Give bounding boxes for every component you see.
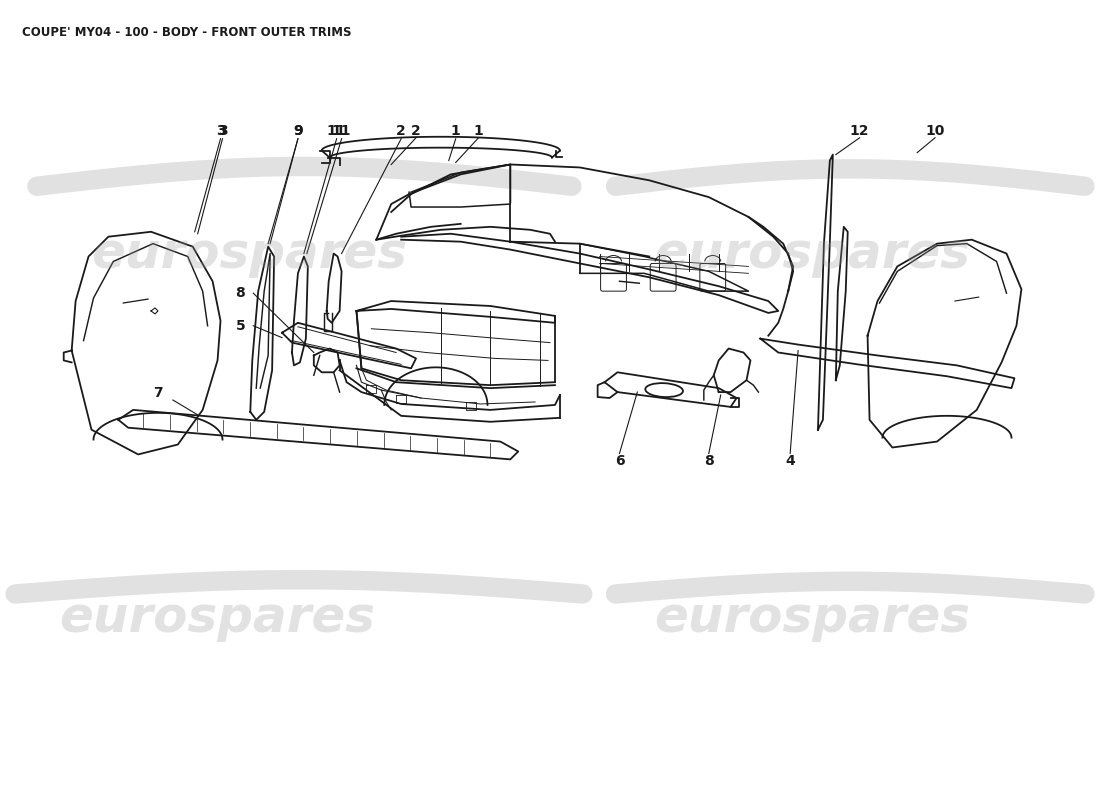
Text: 8: 8	[235, 286, 245, 300]
Text: 2: 2	[411, 124, 421, 138]
Text: 10: 10	[925, 124, 945, 138]
Text: 11: 11	[332, 124, 351, 138]
Text: 3: 3	[216, 124, 225, 138]
Text: 1: 1	[474, 124, 483, 138]
Text: 11: 11	[327, 124, 346, 138]
Text: 7: 7	[153, 386, 163, 400]
Text: 3: 3	[218, 124, 228, 138]
Text: 5: 5	[235, 318, 245, 333]
Text: 2: 2	[396, 124, 406, 138]
Text: 4: 4	[785, 454, 795, 468]
Text: 9: 9	[293, 124, 303, 138]
Text: COUPE' MY04 - 100 - BODY - FRONT OUTER TRIMS: COUPE' MY04 - 100 - BODY - FRONT OUTER T…	[22, 26, 352, 39]
Text: 12: 12	[850, 124, 869, 138]
Text: 6: 6	[615, 454, 625, 468]
Text: 9: 9	[293, 124, 303, 138]
Text: eurospares: eurospares	[653, 230, 970, 278]
Text: eurospares: eurospares	[653, 594, 970, 642]
Text: 8: 8	[704, 454, 714, 468]
Text: eurospares: eurospares	[91, 230, 407, 278]
Text: 1: 1	[451, 124, 461, 138]
Text: eurospares: eurospares	[58, 594, 375, 642]
